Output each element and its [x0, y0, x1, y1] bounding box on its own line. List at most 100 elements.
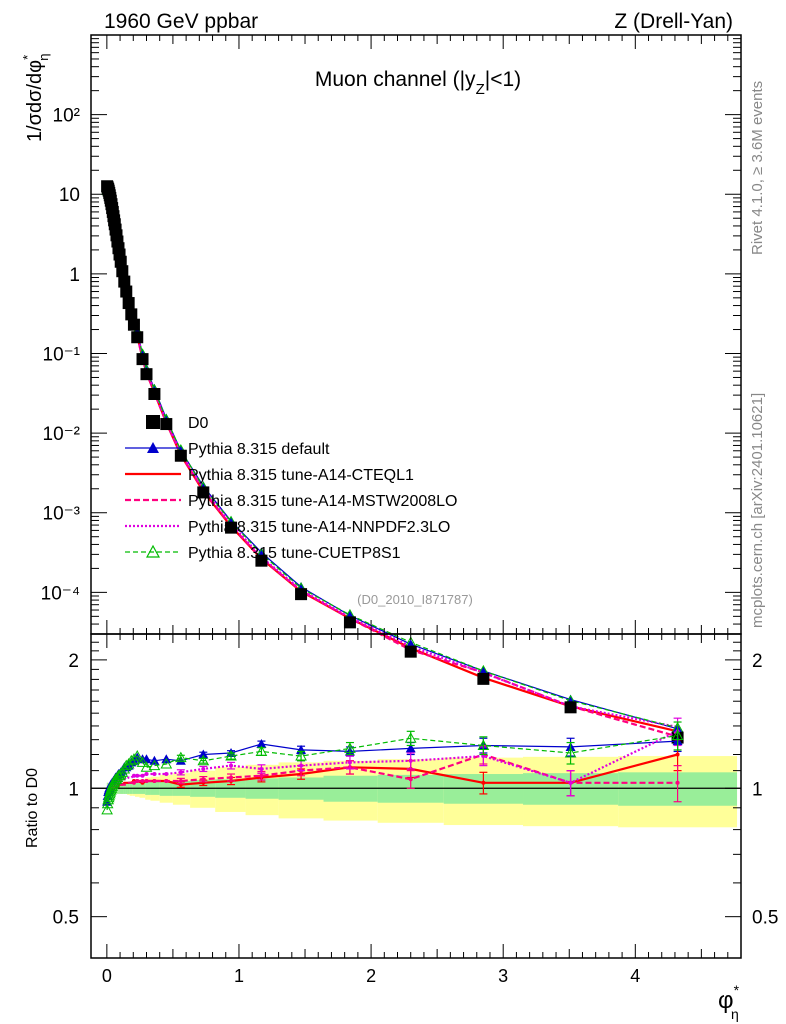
y-axis-label: 1/σdσ/dφ*η — [20, 54, 51, 142]
ratio-dot-3 — [568, 780, 573, 785]
ratio-dot-3 — [140, 773, 145, 778]
ratio-marker-4 — [101, 797, 114, 809]
y-axis-label-sub: η — [36, 54, 51, 61]
x-tick-label: 0 — [102, 966, 112, 986]
legend-label-default: Pythia 8.315 default — [188, 441, 330, 458]
ratio-marker-4 — [114, 767, 127, 779]
ratio-marker-4 — [255, 745, 268, 756]
ratio-tick-label-left: 1 — [68, 779, 79, 800]
ratio-dot-2 — [259, 773, 264, 778]
data-point-d0 — [122, 297, 135, 310]
data-point-d0 — [564, 701, 577, 714]
ratio-tick-label-right: 0.5 — [752, 908, 778, 929]
x-axis-label-main: φ — [718, 987, 734, 1014]
data-point-d0 — [136, 353, 149, 366]
ratio-marker-4 — [404, 732, 417, 743]
legend-label-nnpdf: Pythia 8.315 tune-A14-NNPDF2.3LO — [188, 519, 450, 536]
data-point-d0 — [225, 521, 238, 534]
x-axis-label-sub: η — [731, 1006, 739, 1022]
ratio-dot-2 — [140, 779, 145, 784]
legend-label-mstw: Pythia 8.315 tune-A14-MSTW2008LO — [188, 493, 457, 510]
y-axis-label-sup: * — [20, 55, 35, 60]
ratio-dot-2 — [201, 777, 206, 782]
ratio-marker-4 — [101, 803, 113, 815]
y-axis-label-main: 1/σdσ/dφ — [24, 60, 46, 142]
data-point-d0 — [131, 331, 144, 344]
data-point-d0 — [255, 554, 268, 567]
ratio-marker-4 — [131, 750, 144, 761]
y-tick-label: 10⁻³ — [43, 504, 81, 525]
data-point-d0 — [295, 588, 308, 601]
rivet-version-text: Rivet 4.1.0, ≥ 3.6M events — [749, 81, 766, 255]
ratio-dot-3 — [229, 763, 234, 768]
ratio-tick-label-right: 2 — [752, 651, 763, 672]
data-point-d0 — [116, 265, 129, 278]
header-left: 1960 GeV ppbar — [104, 10, 258, 33]
ratio-tick-label-left: 0.5 — [53, 908, 79, 929]
ratio-dot-3 — [152, 772, 157, 777]
ratio-marker-4 — [148, 759, 161, 771]
data-point-d0 — [127, 318, 140, 331]
ratio-dot-2 — [164, 779, 169, 784]
y-tick-label: 10⁻⁴ — [41, 583, 80, 604]
x-tick-label: 4 — [630, 966, 640, 986]
plot-title-pre: Muon channel (|y — [315, 68, 476, 91]
header-right: Z (Drell-Yan) — [614, 10, 733, 33]
data-point-d0 — [174, 449, 187, 462]
ratio-marker-4 — [344, 742, 356, 753]
ratio-dot-3 — [164, 772, 169, 777]
legend-label-cuetp8s1: Pythia 8.315 tune-CUETP8S1 — [188, 545, 401, 562]
x-tick-label: 2 — [366, 966, 376, 986]
ratio-marker-4 — [136, 756, 149, 767]
y-tick-label: 10⁻² — [43, 424, 81, 445]
ratio-marker-0 — [198, 749, 209, 759]
data-point-d0 — [148, 387, 161, 400]
plot-title-sub: Z — [476, 81, 485, 98]
ratio-marker-4 — [140, 761, 153, 772]
main-series-line-2 — [106, 186, 678, 738]
ratio-tick-label-right: 1 — [752, 779, 763, 800]
legend-label-cteql1: Pythia 8.315 tune-A14-CTEQL1 — [188, 467, 414, 484]
ratio-dot-2 — [131, 780, 136, 785]
ratio-dot-2 — [675, 780, 680, 785]
ratio-dot-2 — [229, 775, 234, 780]
ratio-panel-frame — [90, 633, 742, 959]
x-tick-label: 1 — [234, 966, 244, 986]
ratio-dot-1 — [675, 752, 680, 757]
legend-marker-cuetp8s1 — [145, 544, 161, 558]
ratio-marker-0 — [256, 739, 267, 749]
data-point-d0 — [160, 418, 173, 431]
legend-marker-default — [147, 442, 159, 453]
data-point-d0 — [197, 486, 210, 499]
y-tick-label: 1 — [69, 265, 80, 286]
axes-layer: 0 1 2 3 4 10⁻⁴ 10⁻³ 10⁻² 10⁻¹ 1 10 10² 0.5 0.5 1 1 2 2 — [41, 34, 778, 986]
x-axis-label-sup: * — [734, 982, 740, 998]
y-tick-label: 10 — [59, 185, 80, 206]
ratio-marker-4 — [160, 757, 173, 769]
ratio-marker-4 — [477, 739, 490, 750]
ratio-dot-3 — [408, 758, 413, 763]
main-marker-0 — [478, 665, 489, 675]
legend-label-d0: D0 — [188, 415, 209, 432]
data-point-d0 — [140, 368, 153, 381]
ratio-marker-4 — [197, 754, 210, 766]
ratio-marker-4 — [295, 750, 307, 761]
ratio-dot-3 — [135, 773, 140, 778]
ratio-dot-2 — [135, 779, 140, 784]
ratio-dot-3 — [201, 766, 206, 771]
ratio-dot-2 — [144, 779, 149, 784]
analysis-watermark: (D0_2010_I871787) — [357, 592, 473, 607]
main-series-line-1 — [106, 186, 678, 733]
ratio-dot-3 — [131, 773, 136, 778]
legend: D0 Pythia 8.315 default Pythia 8.315 tun… — [125, 415, 457, 562]
ratio-marker-4 — [564, 746, 577, 758]
x-tick-label: 3 — [498, 966, 508, 986]
ratio-dot-2 — [152, 779, 157, 784]
ratio-dot-3 — [144, 772, 149, 777]
ratio-dot-3 — [178, 770, 183, 775]
ratio-dot-1 — [481, 780, 486, 785]
mcplots-text: mcplots.cern.ch [arXiv:2401.10621] — [749, 393, 766, 628]
data-point-d0 — [125, 308, 138, 321]
data-point-d0 — [120, 285, 133, 298]
